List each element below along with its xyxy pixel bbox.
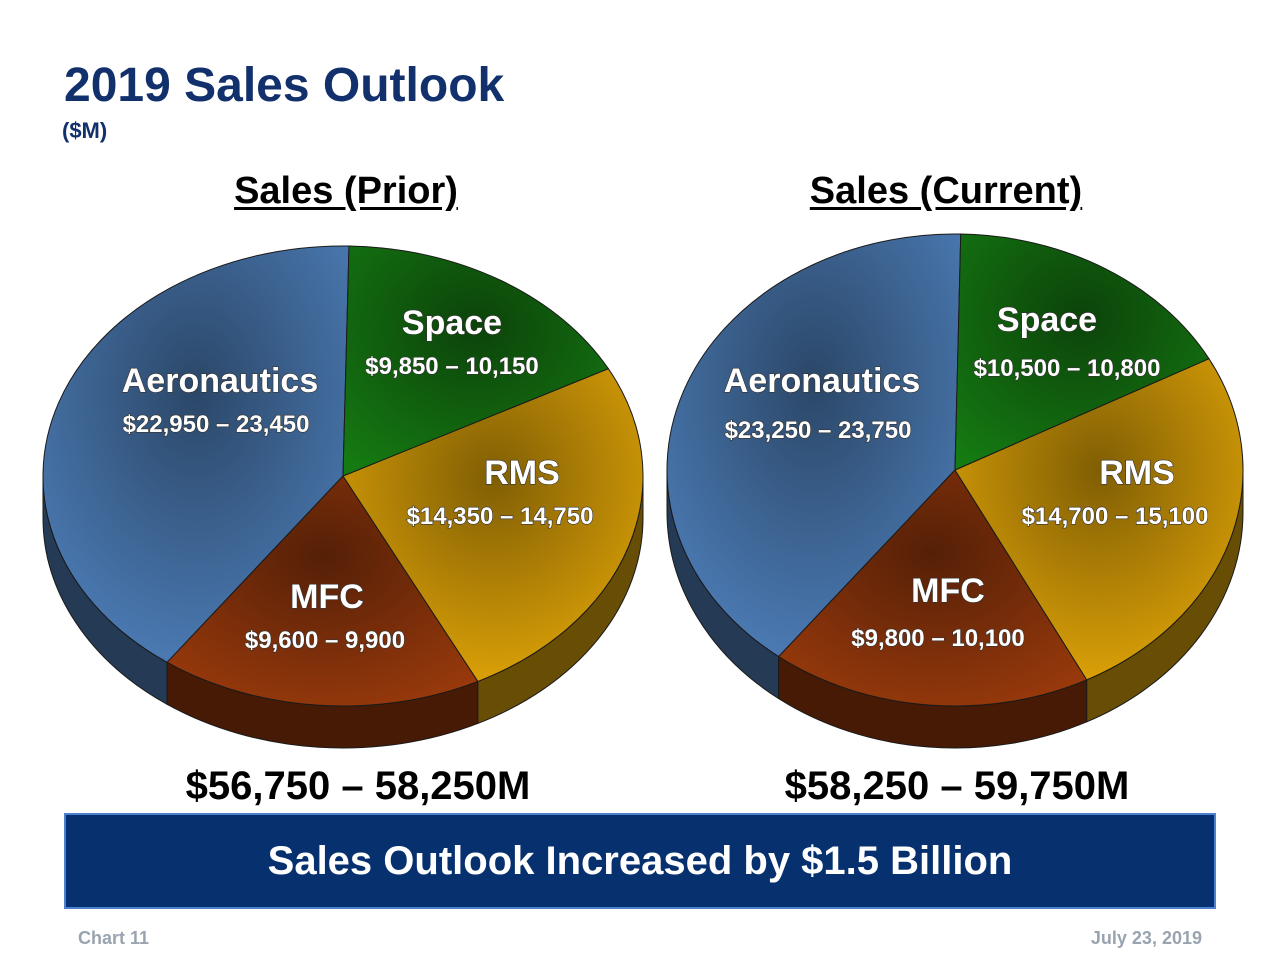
slice-name-space: Space	[402, 304, 502, 342]
summary-banner: Sales Outlook Increased by $1.5 Billion	[64, 813, 1216, 909]
slice-name-aeronautics: Aeronautics	[724, 362, 921, 400]
slice-value-space: $9,850 – 10,150	[365, 353, 539, 380]
footer-date: July 23, 2019	[1090, 928, 1202, 948]
slice-value-rms: $14,700 – 15,100	[1022, 503, 1209, 530]
slice-aeronautics	[42, 245, 350, 663]
slice-value-aeronautics: $22,950 – 23,450	[123, 411, 310, 438]
chart-number: Chart 11	[78, 928, 150, 948]
total-current: $58,250 – 59,750M	[784, 764, 1130, 808]
slice-rms	[342, 368, 644, 683]
pie-sales-current-: Aeronautics $23,250 – 23,750 Space $10,500 …	[666, 233, 1244, 749]
slice-aeronautics	[666, 233, 962, 658]
slice-name-aeronautics: Aeronautics	[122, 362, 319, 400]
banner-text: Sales Outlook Increased by $1.5 Billion	[267, 838, 1013, 883]
slice-value-space: $10,500 – 10,800	[974, 355, 1161, 382]
slice-space	[166, 475, 479, 707]
page-title: 2019 Sales Outlook	[64, 59, 505, 112]
slice-value-mfc: $9,800 – 10,100	[851, 625, 1025, 652]
slice-space	[777, 469, 1088, 707]
pie-sales-prior-: Aeronautics $22,950 – 23,450 Space $9,850 –…	[42, 245, 644, 749]
pie-charts: Aeronautics $22,950 – 23,450 Space $9,850 –…	[42, 233, 1244, 749]
chart-title-prior: Sales (Prior)	[234, 170, 458, 212]
slice-value-aeronautics: $23,250 – 23,750	[725, 417, 912, 444]
total-prior: $56,750 – 58,250M	[185, 764, 531, 808]
slice-mfc	[342, 245, 610, 477]
slice-name-space: Space	[997, 301, 1097, 339]
slice-value-mfc: $9,600 – 9,900	[245, 627, 405, 654]
slice-name-mfc: MFC	[290, 578, 364, 616]
slice-name-rms: RMS	[484, 454, 560, 492]
chart-title-current: Sales (Current)	[809, 170, 1083, 212]
unit-label: ($M)	[62, 118, 108, 143]
slice-mfc	[954, 233, 1210, 471]
slice-name-mfc: MFC	[911, 572, 985, 610]
slice-value-rms: $14,350 – 14,750	[407, 503, 594, 530]
slice-name-rms: RMS	[1099, 454, 1175, 492]
